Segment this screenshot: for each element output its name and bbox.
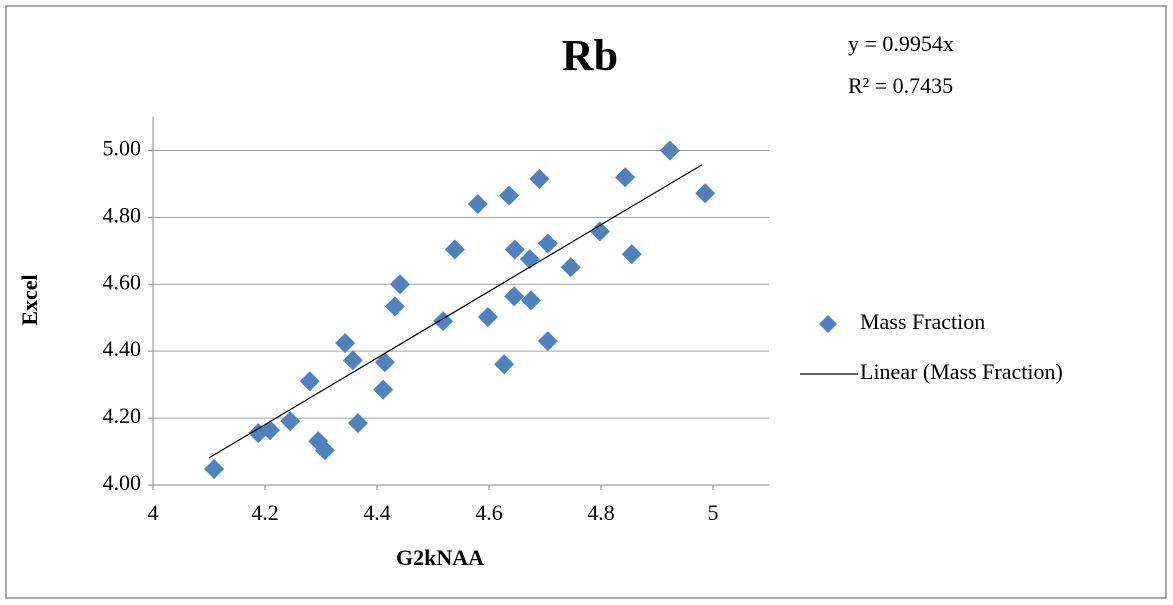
r-squared: R² = 0.7435 — [848, 73, 953, 98]
data-point — [499, 185, 520, 206]
data-point — [280, 411, 301, 432]
y-tick-label: 5.00 — [103, 136, 142, 161]
y-tick-label: 4.20 — [103, 403, 142, 428]
x-tick-label: 4.4 — [363, 500, 391, 525]
data-point — [467, 193, 488, 214]
x-tick-label: 4.2 — [251, 500, 279, 525]
data-point — [204, 458, 225, 479]
data-point — [299, 371, 320, 392]
data-point — [521, 290, 541, 311]
data-point — [529, 168, 550, 189]
data-point — [504, 286, 525, 307]
data-point — [659, 140, 680, 161]
y-tick-label: 4.00 — [103, 470, 142, 495]
data-point — [444, 239, 465, 260]
x-axis-label: G2kNAA — [396, 545, 484, 570]
data-point — [560, 257, 581, 278]
data-point — [504, 239, 525, 260]
data-point — [389, 274, 410, 295]
trend-line — [208, 164, 703, 459]
data-point — [373, 379, 394, 400]
data-point — [347, 413, 368, 434]
y-tick-label: 4.40 — [103, 336, 142, 361]
x-tick-label: 4.6 — [475, 500, 503, 525]
y-axis-label: Excel — [17, 274, 42, 325]
x-tick-label: 5 — [708, 500, 719, 525]
data-point — [695, 183, 716, 204]
data-point — [384, 296, 405, 317]
legend-marker — [819, 315, 837, 333]
data-point — [374, 352, 395, 373]
x-tick-label: 4 — [148, 500, 159, 525]
data-point — [589, 221, 610, 242]
x-tick-label: 4.8 — [587, 500, 615, 525]
data-point — [621, 244, 642, 265]
data-point — [537, 331, 558, 352]
data-point — [615, 167, 636, 188]
data-point — [494, 354, 515, 375]
chart-border — [5, 5, 1167, 599]
y-tick-label: 4.60 — [103, 269, 142, 294]
legend-label: Mass Fraction — [860, 309, 985, 334]
data-point — [335, 333, 356, 354]
equation: y = 0.9954x — [848, 31, 954, 56]
data-point — [342, 350, 363, 371]
data-point — [477, 307, 498, 328]
data-point — [314, 440, 335, 461]
chart-title: Rb — [562, 31, 618, 80]
data-point — [537, 233, 558, 254]
legend-label: Linear (Mass Fraction) — [860, 359, 1063, 384]
y-tick-label: 4.80 — [103, 202, 142, 227]
